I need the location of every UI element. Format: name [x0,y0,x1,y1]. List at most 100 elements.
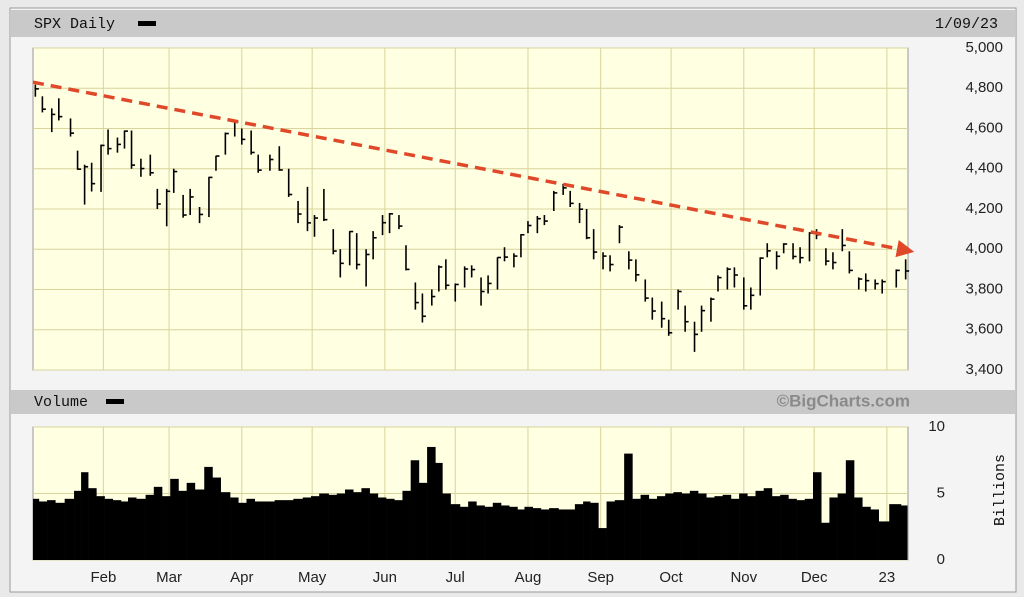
y-tick-label: 4,800 [965,79,1003,96]
volume-bar [459,506,469,560]
volume-bar [681,493,691,560]
volume-bar [369,493,379,560]
volume-bar [310,496,320,560]
volume-bar [410,460,420,560]
volume-bar [763,488,773,560]
volume-bar [246,498,255,560]
volume-bar [386,498,395,560]
volume-bar [284,500,294,560]
volume-bar [606,501,616,560]
volume-bar [450,504,461,560]
volume-bar [714,496,723,560]
volume-bar [574,504,584,560]
volume-bar [264,501,275,560]
volume-bar [212,477,221,560]
x-tick-label: Apr [230,569,253,586]
volume-bar [889,504,902,560]
x-tick-label: Feb [90,569,116,586]
volume-bar [755,490,765,560]
volume-bar [788,498,797,560]
volume-bar [583,501,591,560]
x-tick-label: Sep [587,569,614,586]
volume-bar [614,500,625,560]
x-tick-label: Jun [373,569,397,586]
y-tick-label: 3,400 [965,361,1003,378]
volume-bar [624,453,633,560]
volume-header [11,390,1015,414]
volume-bar [128,497,137,560]
volume-bar [722,494,732,560]
volume-bar [837,493,847,560]
volume-bar [640,494,650,560]
volume-bar [854,497,863,560]
y-tick-label: 3,600 [965,321,1003,338]
volume-bar [55,502,65,560]
y-tick-label: 4,000 [965,240,1003,257]
volume-bar [780,494,789,560]
volume-bar [238,502,247,560]
volume-bar [418,482,428,560]
x-tick-label: May [298,569,327,586]
volume-bar [104,498,114,560]
x-tick-label: Dec [801,569,828,586]
volume-bar [796,500,806,560]
volume-bar [361,488,370,560]
volume-bar [804,498,814,560]
volume-bar [353,492,362,560]
volume-bar [706,497,715,560]
x-tick-label: Nov [730,569,757,586]
volume-bar [698,493,707,560]
volume-bar [632,498,641,560]
volume-bar [598,528,607,560]
y-tick-label: 5,000 [965,39,1003,56]
volume-bar [648,498,658,560]
volume-bar [665,493,674,560]
volume-bar [274,500,285,560]
volume-bar [81,472,89,560]
y-tick-label: 5 [937,484,945,501]
volume-bar [120,501,129,560]
volume-bar [88,488,97,560]
y-tick-label: 3,800 [965,280,1003,297]
volume-bar [344,489,354,560]
volume-bar [204,466,213,560]
volume-bar [186,482,196,560]
volume-bar [862,506,871,560]
y-tick-label: 4,600 [965,119,1003,136]
volume-bar [549,508,559,560]
volume-bar [319,493,329,560]
x-tick-label: Oct [659,569,683,586]
volume-bar [689,490,699,560]
legend-icon [138,21,156,26]
volume-bar [230,497,239,560]
volume-bar [484,506,494,560]
volume-bar [532,508,542,560]
volume-bar [74,490,82,560]
plot-layer: 3,400 3,600 3,800 4,000 4,200 4,400 4,600 4,800… [32,39,1003,586]
date-label: 1/09/23 [935,16,998,33]
volume-bar [829,497,838,560]
y-tick-label: 0 [937,551,945,568]
price-title: SPX Daily [34,16,115,33]
volume-bar [64,498,75,560]
volume-bar [500,505,510,560]
volume-bar [771,496,781,560]
volume-bar [328,494,338,560]
volume-bar [153,486,163,560]
volume-bar [427,446,436,560]
price-header [11,10,1015,37]
volume-bar [47,500,56,560]
volume-bar [377,497,387,560]
volume-bar [293,498,304,560]
volume-bar [870,509,879,560]
x-tick-label: 23 [879,569,896,586]
volume-bar [845,460,855,560]
volume-bar [566,509,576,560]
volume-bar [38,501,48,560]
volume-bar [170,478,179,560]
volume-bar [524,506,533,560]
volume-bar [136,498,146,560]
volume-bar [558,509,567,560]
y-tick-label: 4,200 [965,200,1003,217]
y-axis-label: Billions [992,454,1009,526]
